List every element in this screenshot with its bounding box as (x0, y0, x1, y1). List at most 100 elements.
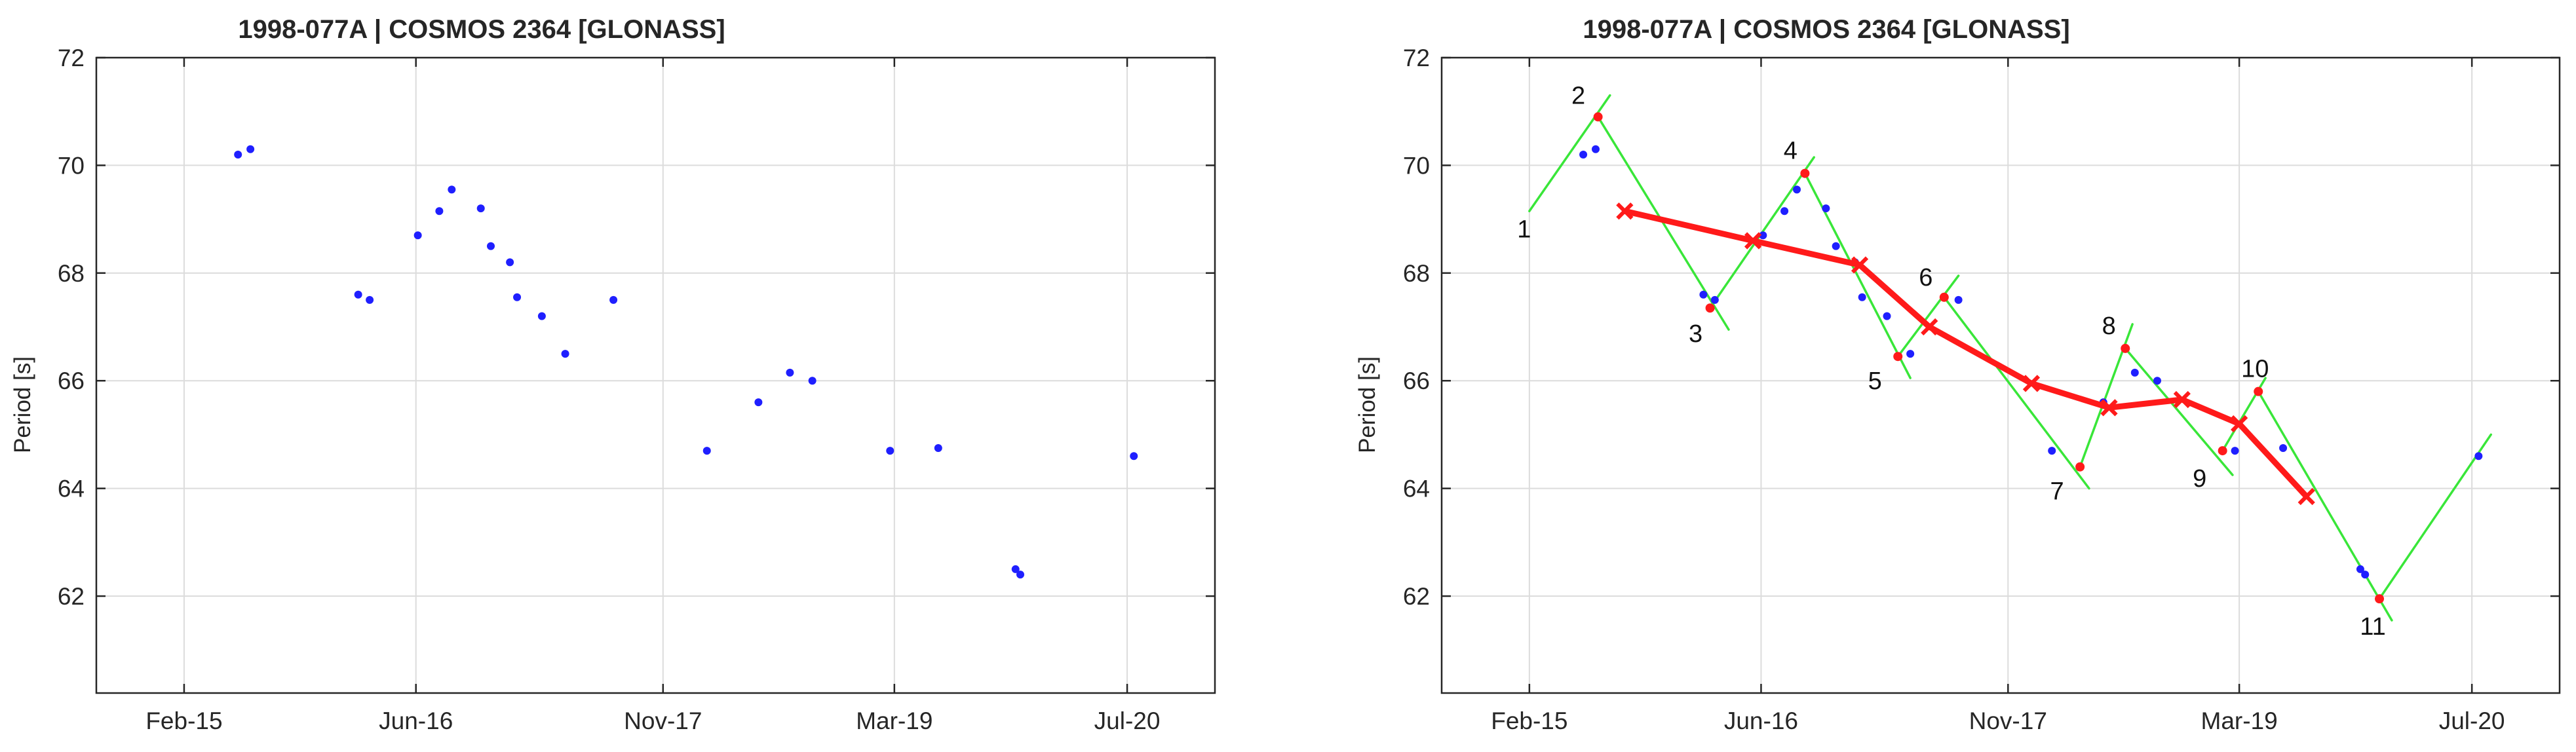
right-data-point (1759, 231, 1767, 240)
left-y-tick-label: 66 (58, 367, 85, 394)
left-y-axis-label: Period [s] (10, 356, 35, 453)
left-data-point (786, 368, 794, 377)
right-x-tick-label: Jun-16 (1724, 707, 1798, 734)
right-chart-title: 1998-077A | COSMOS 2364 [GLONASS] (1583, 15, 2069, 44)
left-chart-panel: 1998-077A | COSMOS 2364 [GLONASS] Period… (10, 15, 1216, 734)
left-data-point (886, 447, 894, 455)
fit-path-marker (1851, 256, 1869, 274)
right-x-tick-label: Jul-20 (2439, 707, 2505, 734)
fit-path-marker (2230, 415, 2248, 433)
vertex-label: 1 (1517, 216, 1531, 243)
vertex-marker (1593, 112, 1603, 122)
vertex-label: 10 (2241, 356, 2269, 383)
right-data-point (1792, 185, 1801, 194)
left-y-tick-label: 70 (58, 152, 85, 179)
fit-path-marker (2173, 390, 2191, 409)
vertex-marker (1800, 168, 1810, 178)
right-data-point (2048, 447, 2056, 455)
left-data-point (246, 145, 255, 153)
left-data-point (435, 207, 444, 216)
vertex-marker (1705, 303, 1715, 313)
vertex-label: 9 (2193, 465, 2206, 493)
left-data-point (754, 398, 763, 407)
fit-path-marker (2022, 375, 2041, 392)
tangent-line (2124, 347, 2234, 476)
vertex-label: 3 (1689, 320, 1702, 348)
left-y-tick-label: 68 (58, 260, 85, 287)
vertex-marker (1939, 292, 1949, 302)
left-data-point (702, 447, 711, 455)
left-data-point (366, 295, 374, 304)
left-data-point (413, 231, 422, 240)
fit-path-marker (1744, 232, 1762, 250)
left-data-point (1130, 452, 1138, 461)
vertex-marker (2121, 343, 2130, 353)
vertex-label: 4 (1784, 138, 1797, 165)
right-y-tick-label: 70 (1403, 152, 1430, 179)
left-x-tick-label: Jul-20 (1094, 707, 1161, 734)
left-data-point (537, 312, 546, 320)
left-y-tick-label: 64 (58, 476, 85, 502)
tangent-line (1896, 274, 1960, 358)
right-y-axis-label: Period [s] (1355, 356, 1380, 453)
vertex-marker (2075, 462, 2085, 472)
left-axes-frame (95, 56, 1216, 694)
tangent-line (2257, 390, 2393, 622)
left-data-point (561, 350, 569, 358)
left-data-point (609, 295, 618, 304)
left-y-tick-label: 72 (58, 45, 85, 71)
right-axes-frame (1440, 56, 2561, 694)
right-y-tick-label: 68 (1403, 260, 1430, 287)
fit-path-marker (1616, 202, 1634, 220)
left-x-tick-label: Jun-16 (379, 707, 453, 734)
right-data-point (1699, 290, 1708, 299)
left-plot-area (96, 58, 1215, 693)
right-x-tick-label: Feb-15 (1491, 707, 1567, 734)
right-data-point (1883, 312, 1891, 320)
vertex-label: 6 (1919, 264, 1932, 291)
left-data-point (486, 242, 495, 250)
right-data-point (2279, 443, 2288, 452)
left-x-tick-label: Feb-15 (145, 707, 222, 734)
left-x-tick-label: Mar-19 (856, 707, 932, 734)
right-data-point (1710, 295, 1719, 304)
left-data-point (448, 185, 456, 194)
fit-path-marker (2297, 487, 2315, 506)
left-data-point (1016, 571, 1025, 579)
left-data-point (476, 204, 485, 213)
left-x-tick-label: Nov-17 (624, 707, 702, 734)
right-data-point (1591, 145, 1600, 153)
right-plot-area (1442, 58, 2560, 693)
fit-path-marker (1921, 318, 1938, 336)
right-chart-panel: 1998-077A | COSMOS 2364 [GLONASS] Period… (1355, 15, 2561, 734)
right-data-point (2474, 452, 2483, 461)
left-data-point (808, 377, 817, 385)
right-data-point (2231, 447, 2239, 455)
right-data-point (1832, 242, 1840, 250)
left-data-point (1011, 565, 1020, 573)
right-data-point (1858, 293, 1866, 301)
left-data-point (934, 443, 942, 452)
left-chart-title: 1998-077A | COSMOS 2364 [GLONASS] (238, 15, 725, 44)
vertex-label: 7 (2050, 478, 2064, 506)
right-data-point (2153, 377, 2161, 385)
vertex-label: 2 (1571, 82, 1585, 109)
left-data-point (234, 150, 242, 159)
vertex-marker (2218, 446, 2227, 456)
vertex-label: 11 (2360, 613, 2385, 641)
right-data-point (1954, 295, 1963, 304)
fit-path-marker (2100, 399, 2118, 417)
vertex-marker (2254, 386, 2263, 396)
left-data-point (354, 290, 362, 299)
right-data-point (1822, 204, 1830, 213)
tangent-line (1943, 296, 2090, 490)
right-data-point (2130, 368, 2139, 377)
left-data-point (506, 258, 514, 267)
right-data-point (2361, 571, 2370, 579)
left-y-tick-label: 62 (58, 583, 85, 610)
right-y-tick-label: 64 (1403, 476, 1430, 502)
right-y-tick-label: 72 (1403, 45, 1430, 71)
right-data-point (1906, 350, 1915, 358)
vertex-marker (2375, 594, 2385, 604)
